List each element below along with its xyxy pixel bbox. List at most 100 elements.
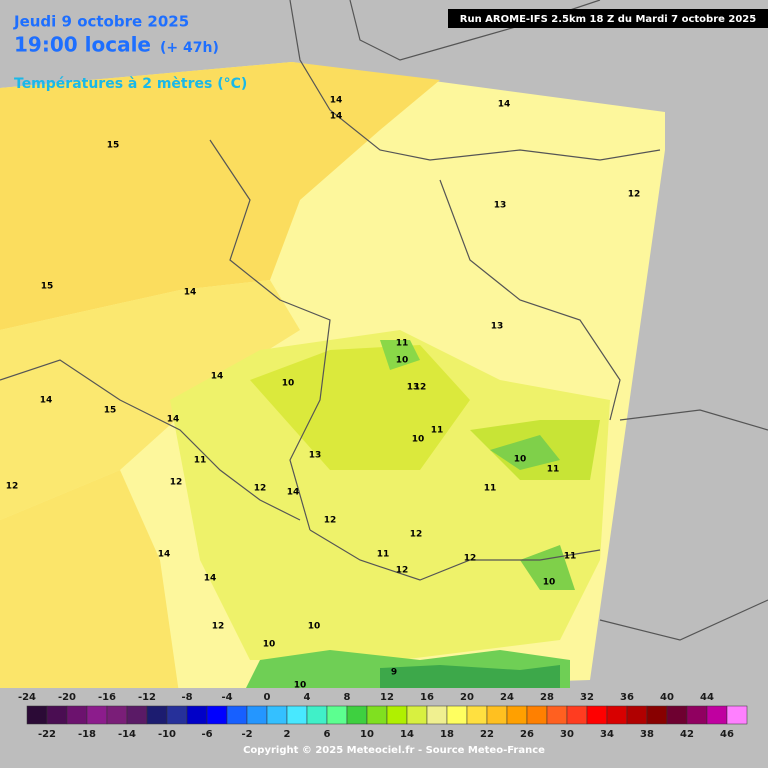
legend-swatch <box>246 705 268 725</box>
legend-tick-label: -4 <box>221 692 232 703</box>
legend-tick-label: 8 <box>344 692 351 703</box>
contour-label: 12 <box>6 482 19 492</box>
legend-tick-label: -12 <box>138 692 156 703</box>
legend-tick-label: -16 <box>98 692 116 703</box>
legend-swatch <box>86 705 108 725</box>
legend-swatch <box>606 705 628 725</box>
legend-tick-label: -20 <box>58 692 76 703</box>
coastline <box>289 0 661 161</box>
contour-label: 14 <box>498 100 511 110</box>
contour-label: 14 <box>167 415 180 425</box>
contour-label: 13 <box>494 201 507 211</box>
legend-swatch <box>446 705 468 725</box>
contour-label: 14 <box>158 550 171 560</box>
legend-tick-label: 4 <box>304 692 311 703</box>
contour-label: 11 <box>194 456 207 466</box>
legend-swatch <box>566 705 588 725</box>
legend-swatch <box>546 705 568 725</box>
contour-label: 9 <box>391 668 397 678</box>
cold-spot <box>490 435 560 470</box>
lead-time: (+ 47h) <box>160 40 219 56</box>
border <box>209 139 331 531</box>
legend-tick-label: 40 <box>660 692 674 703</box>
contour-label: 11 <box>547 465 560 475</box>
contour-label: 12 <box>410 530 423 540</box>
legend-swatch <box>706 705 728 725</box>
legend-swatch <box>686 705 708 725</box>
contour-label: 12 <box>324 516 337 526</box>
legend-swatch <box>726 705 748 725</box>
legend-tick-label: -18 <box>78 729 96 740</box>
legend-swatch <box>126 705 148 725</box>
run-box <box>448 9 768 28</box>
contour-label: 14 <box>330 112 343 122</box>
contour-label: 13 <box>407 383 420 393</box>
contour-label: 13 <box>491 322 504 332</box>
legend-tick-label: 10 <box>360 729 374 740</box>
contour-label: 15 <box>104 406 117 416</box>
contour-label: 13 <box>309 451 322 461</box>
legend-tick-label: -2 <box>241 729 252 740</box>
contour-label: 11 <box>484 484 497 494</box>
legend-tick-label: 30 <box>560 729 574 740</box>
legend-tick-label: 14 <box>400 729 414 740</box>
legend-tick-label: 16 <box>420 692 434 703</box>
legend-swatch <box>426 705 448 725</box>
legend-tick-label: -10 <box>158 729 176 740</box>
legend-swatch <box>66 705 88 725</box>
legend-tick-label: 22 <box>480 729 494 740</box>
border <box>309 529 601 581</box>
legend-swatch <box>186 705 208 725</box>
contour-label: 15 <box>41 282 54 292</box>
contour-label: 11 <box>431 426 444 436</box>
contour-label: 12 <box>464 554 477 564</box>
run-info: Run AROME-IFS 2.5km 18 Z du Mardi 7 octo… <box>460 14 756 25</box>
border <box>439 179 621 421</box>
parameter: Températures à 2 mètres (°C) <box>14 76 247 92</box>
legend-tick-label: 36 <box>620 692 634 703</box>
contour-label: 10 <box>514 455 527 465</box>
legend-swatch <box>506 705 528 725</box>
contour-label: 10 <box>412 435 425 445</box>
legend-tick-label: -22 <box>38 729 56 740</box>
mild-zone <box>0 280 300 520</box>
contour-label: 12 <box>414 383 427 393</box>
contour-label: 12 <box>170 478 183 488</box>
contour-label: 10 <box>294 681 307 691</box>
contour-label: 11 <box>396 339 409 349</box>
contour-label: 11 <box>377 550 390 560</box>
border <box>0 359 301 521</box>
legend-panel <box>0 688 768 768</box>
contour-label: 14 <box>184 288 197 298</box>
legend-tick-label: 6 <box>324 729 331 740</box>
legend-swatch <box>406 705 428 725</box>
legend-swatch <box>166 705 188 725</box>
legend-tick-label: -6 <box>201 729 212 740</box>
contour-label: 12 <box>212 622 225 632</box>
contour-label: 10 <box>543 578 556 588</box>
legend-swatch <box>486 705 508 725</box>
legend-swatch <box>286 705 308 725</box>
contour-label: 14 <box>204 574 217 584</box>
legend-swatch <box>306 705 328 725</box>
contour-label: 12 <box>396 566 409 576</box>
contour-label: 10 <box>282 379 295 389</box>
legend-swatch <box>466 705 488 725</box>
legend-swatch <box>346 705 368 725</box>
legend-tick-label: 34 <box>600 729 614 740</box>
legend-swatch <box>106 705 128 725</box>
legend-swatch <box>226 705 248 725</box>
legend: -24-22-20-18-16-14-12-10-8-6-4-202468101… <box>18 692 748 740</box>
legend-swatch <box>646 705 668 725</box>
legend-tick-label: 44 <box>700 692 714 703</box>
contour-label: 10 <box>396 356 409 366</box>
contour-label: 12 <box>628 190 641 200</box>
contour-label: 15 <box>107 141 120 151</box>
warm-zone <box>0 62 440 330</box>
cool-zone <box>250 345 470 470</box>
legend-swatch <box>666 705 688 725</box>
legend-tick-label: 46 <box>720 729 734 740</box>
legend-swatch <box>326 705 348 725</box>
legend-swatch <box>386 705 408 725</box>
